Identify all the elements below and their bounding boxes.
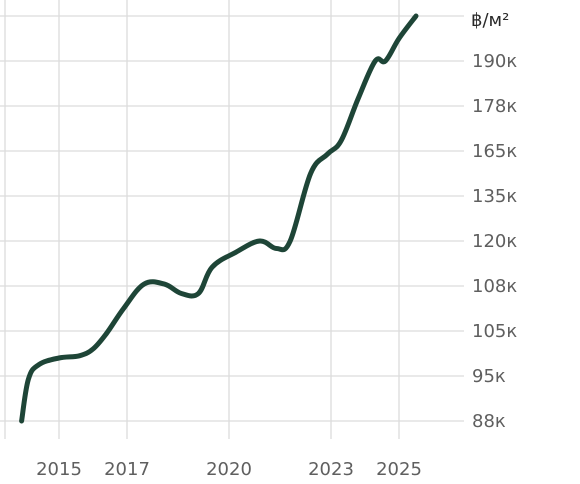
x-tick-label: 2025	[376, 459, 422, 480]
y-tick-label: 95к	[472, 366, 506, 387]
y-tick-label: 108к	[472, 276, 517, 297]
y-tick-label: 88к	[472, 411, 506, 432]
x-tick-label: 2017	[104, 459, 150, 480]
y-tick-label: 178к	[472, 96, 517, 117]
y-tick-label: 105к	[472, 321, 517, 342]
y-tick-label: 120к	[472, 231, 517, 252]
y-axis-labels: 88к 95к 105к 108к 120к 135к 165к 178к 190к	[472, 51, 517, 432]
grid	[0, 0, 464, 439]
unit-label: ฿/м²	[471, 10, 509, 31]
x-axis-labels: 2015 2017 2020 2023 2025	[36, 459, 422, 480]
series-layer	[19, 13, 419, 424]
x-tick-label: 2015	[36, 459, 82, 480]
x-tick-label: 2020	[206, 459, 252, 480]
y-tick-label: 135к	[472, 186, 517, 207]
y-tick-label: 190к	[472, 51, 517, 72]
y-tick-label: 165к	[472, 141, 517, 162]
price-series-line	[19, 13, 419, 424]
x-tick-label: 2023	[308, 459, 354, 480]
